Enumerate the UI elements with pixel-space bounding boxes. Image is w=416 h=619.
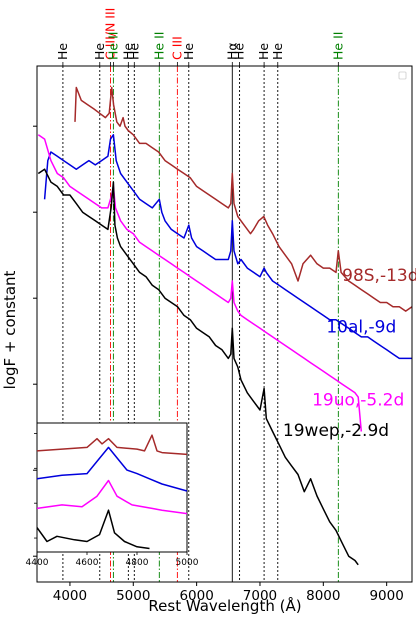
series-label: 19wep,-2.9d — [283, 421, 389, 441]
spectrum-series — [37, 86, 413, 566]
y-axis-ticks — [33, 125, 37, 557]
marker-label: He II — [330, 32, 345, 60]
x-tick-label: 9000 — [369, 588, 403, 604]
series-labels: 98S,-13d 10al,-9d 19uo,-5.2d 19wep,-2.9d — [283, 266, 416, 441]
inset-series-line — [36, 446, 188, 492]
marker-label: C III/N III — [102, 8, 117, 60]
inset-series — [36, 434, 188, 550]
inset-x-tick-label: 4800 — [126, 558, 149, 568]
inset-x-tick-label: 4400 — [26, 558, 49, 568]
marker-label: He II — [151, 32, 166, 60]
marker-label: Hα — [224, 42, 239, 60]
inset-chart: 4400 4600 4800 5000 — [26, 422, 199, 568]
series-line — [37, 168, 359, 566]
marker-label: He — [120, 43, 135, 60]
inset-series-line — [36, 479, 188, 515]
marker-label: C III — [169, 36, 184, 60]
inset-series-line — [36, 509, 150, 550]
x-axis-label: Rest Wavelength (Å) — [148, 596, 301, 615]
plot-frame — [36, 65, 413, 583]
legend-box — [398, 71, 407, 80]
marker-label: He — [256, 43, 271, 60]
x-tick-label: 6000 — [179, 588, 213, 604]
inset-x-tick-label: 5000 — [176, 558, 199, 568]
marker-label: He — [270, 43, 285, 60]
inset-x-ticks: 4400 4600 4800 5000 — [26, 433, 199, 568]
marker-label: He — [92, 43, 107, 60]
marker-label: He — [181, 43, 196, 60]
inset-x-tick-label: 4600 — [76, 558, 99, 568]
marker-label: He — [232, 43, 247, 60]
x-tick-label: 7000 — [243, 588, 277, 604]
y-axis-label: logF + constant — [1, 270, 19, 389]
inset-series-line — [36, 434, 188, 456]
series-line — [37, 134, 363, 432]
x-tick-label: 4000 — [53, 588, 87, 604]
series-label: 19uo,-5.2d — [312, 391, 404, 411]
line-markers — [62, 66, 339, 582]
series-line — [43, 134, 412, 360]
series-label: 98S,-13d — [342, 266, 416, 286]
x-tick-label: 5000 — [116, 588, 150, 604]
marker-label: He — [126, 43, 141, 60]
marker-label: He II — [105, 32, 120, 60]
marker-label: He — [55, 43, 70, 60]
x-axis-ticks: 4000 5000 6000 7000 8000 9000 — [53, 582, 404, 604]
series-line — [74, 86, 413, 312]
series-label: 10al,-9d — [326, 318, 396, 338]
x-tick-label: 8000 — [306, 588, 340, 604]
